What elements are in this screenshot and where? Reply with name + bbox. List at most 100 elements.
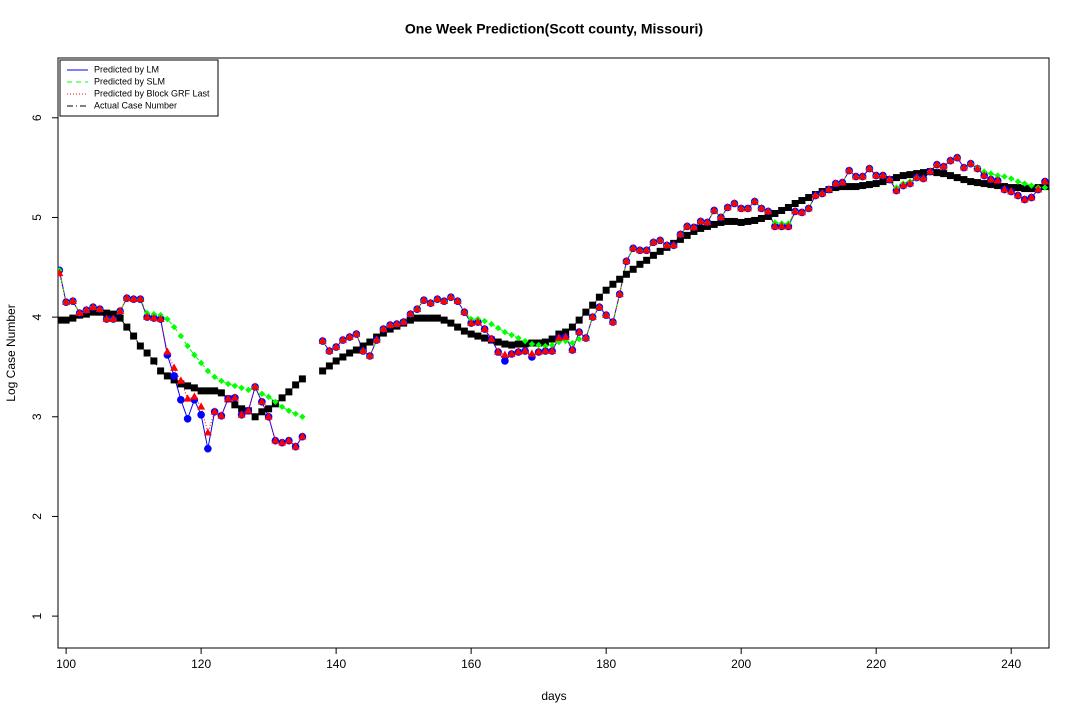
point [635,245,644,254]
x-tick-label: 200 [731,657,751,671]
point [1007,187,1016,195]
point [447,319,455,327]
point [500,350,509,358]
point [967,178,975,186]
point [62,297,71,305]
point [197,402,206,410]
point [149,313,158,321]
point [210,407,219,415]
point [386,325,394,333]
point [507,349,516,357]
point [345,332,354,340]
point [291,442,300,450]
point [413,314,421,322]
point [109,314,118,322]
point [271,436,280,444]
point [1040,177,1049,185]
point [535,341,542,349]
point [488,320,495,328]
point [946,172,954,180]
y-tick-label: 6 [30,114,44,121]
point [508,331,515,339]
point [211,387,219,395]
point [298,432,307,440]
point [764,212,772,220]
point [359,342,367,350]
point [69,314,77,322]
point [554,333,563,341]
point [251,382,260,390]
point [501,340,509,348]
plot-area [58,153,1049,453]
point [501,328,509,336]
point [649,237,658,246]
point [892,174,900,182]
point [365,351,374,359]
point [696,216,705,225]
legend-label: Predicted by Block GRF Last [94,88,210,98]
point [581,333,590,341]
point [980,180,988,188]
point [433,294,442,302]
point [561,332,570,340]
point [818,189,827,197]
point [251,413,259,421]
point [730,199,739,207]
point [824,185,833,193]
legend-box [59,59,219,117]
point [987,181,995,189]
point [184,342,191,350]
point [197,410,205,419]
point [966,159,975,167]
chart-title: One Week Prediction(Scott county, Missou… [405,21,703,37]
point [791,206,800,215]
point [994,182,1002,190]
point [508,341,516,349]
point [285,407,293,415]
point [689,222,698,231]
point [852,183,860,191]
point [514,347,523,355]
point [562,328,570,336]
point [845,166,854,174]
series-line [58,157,1045,418]
point [58,268,64,277]
point [238,405,246,413]
point [278,438,287,446]
point [197,387,205,395]
point [643,256,651,264]
point [440,316,448,324]
point [102,314,111,322]
point [994,172,1001,179]
point [352,346,360,354]
x-tick-label: 180 [596,657,616,671]
point [318,336,327,344]
point [298,375,306,383]
point [130,332,138,340]
point [872,171,881,179]
point [89,302,98,310]
point [575,316,583,324]
point [494,338,502,346]
point [406,316,414,324]
point [541,338,549,346]
point [1034,185,1043,193]
point [541,346,550,354]
point [406,309,415,317]
point [1020,195,1029,203]
point [676,235,684,243]
point [426,298,435,306]
y-tick-label: 1 [30,612,44,619]
series-line [58,157,1046,448]
point [386,320,395,328]
point [527,349,536,357]
point [629,243,638,252]
point [183,414,192,423]
point [170,372,178,380]
point [157,367,165,375]
point [797,207,806,216]
point [515,334,522,342]
point [1028,182,1035,189]
point [798,197,806,205]
point [946,156,955,164]
